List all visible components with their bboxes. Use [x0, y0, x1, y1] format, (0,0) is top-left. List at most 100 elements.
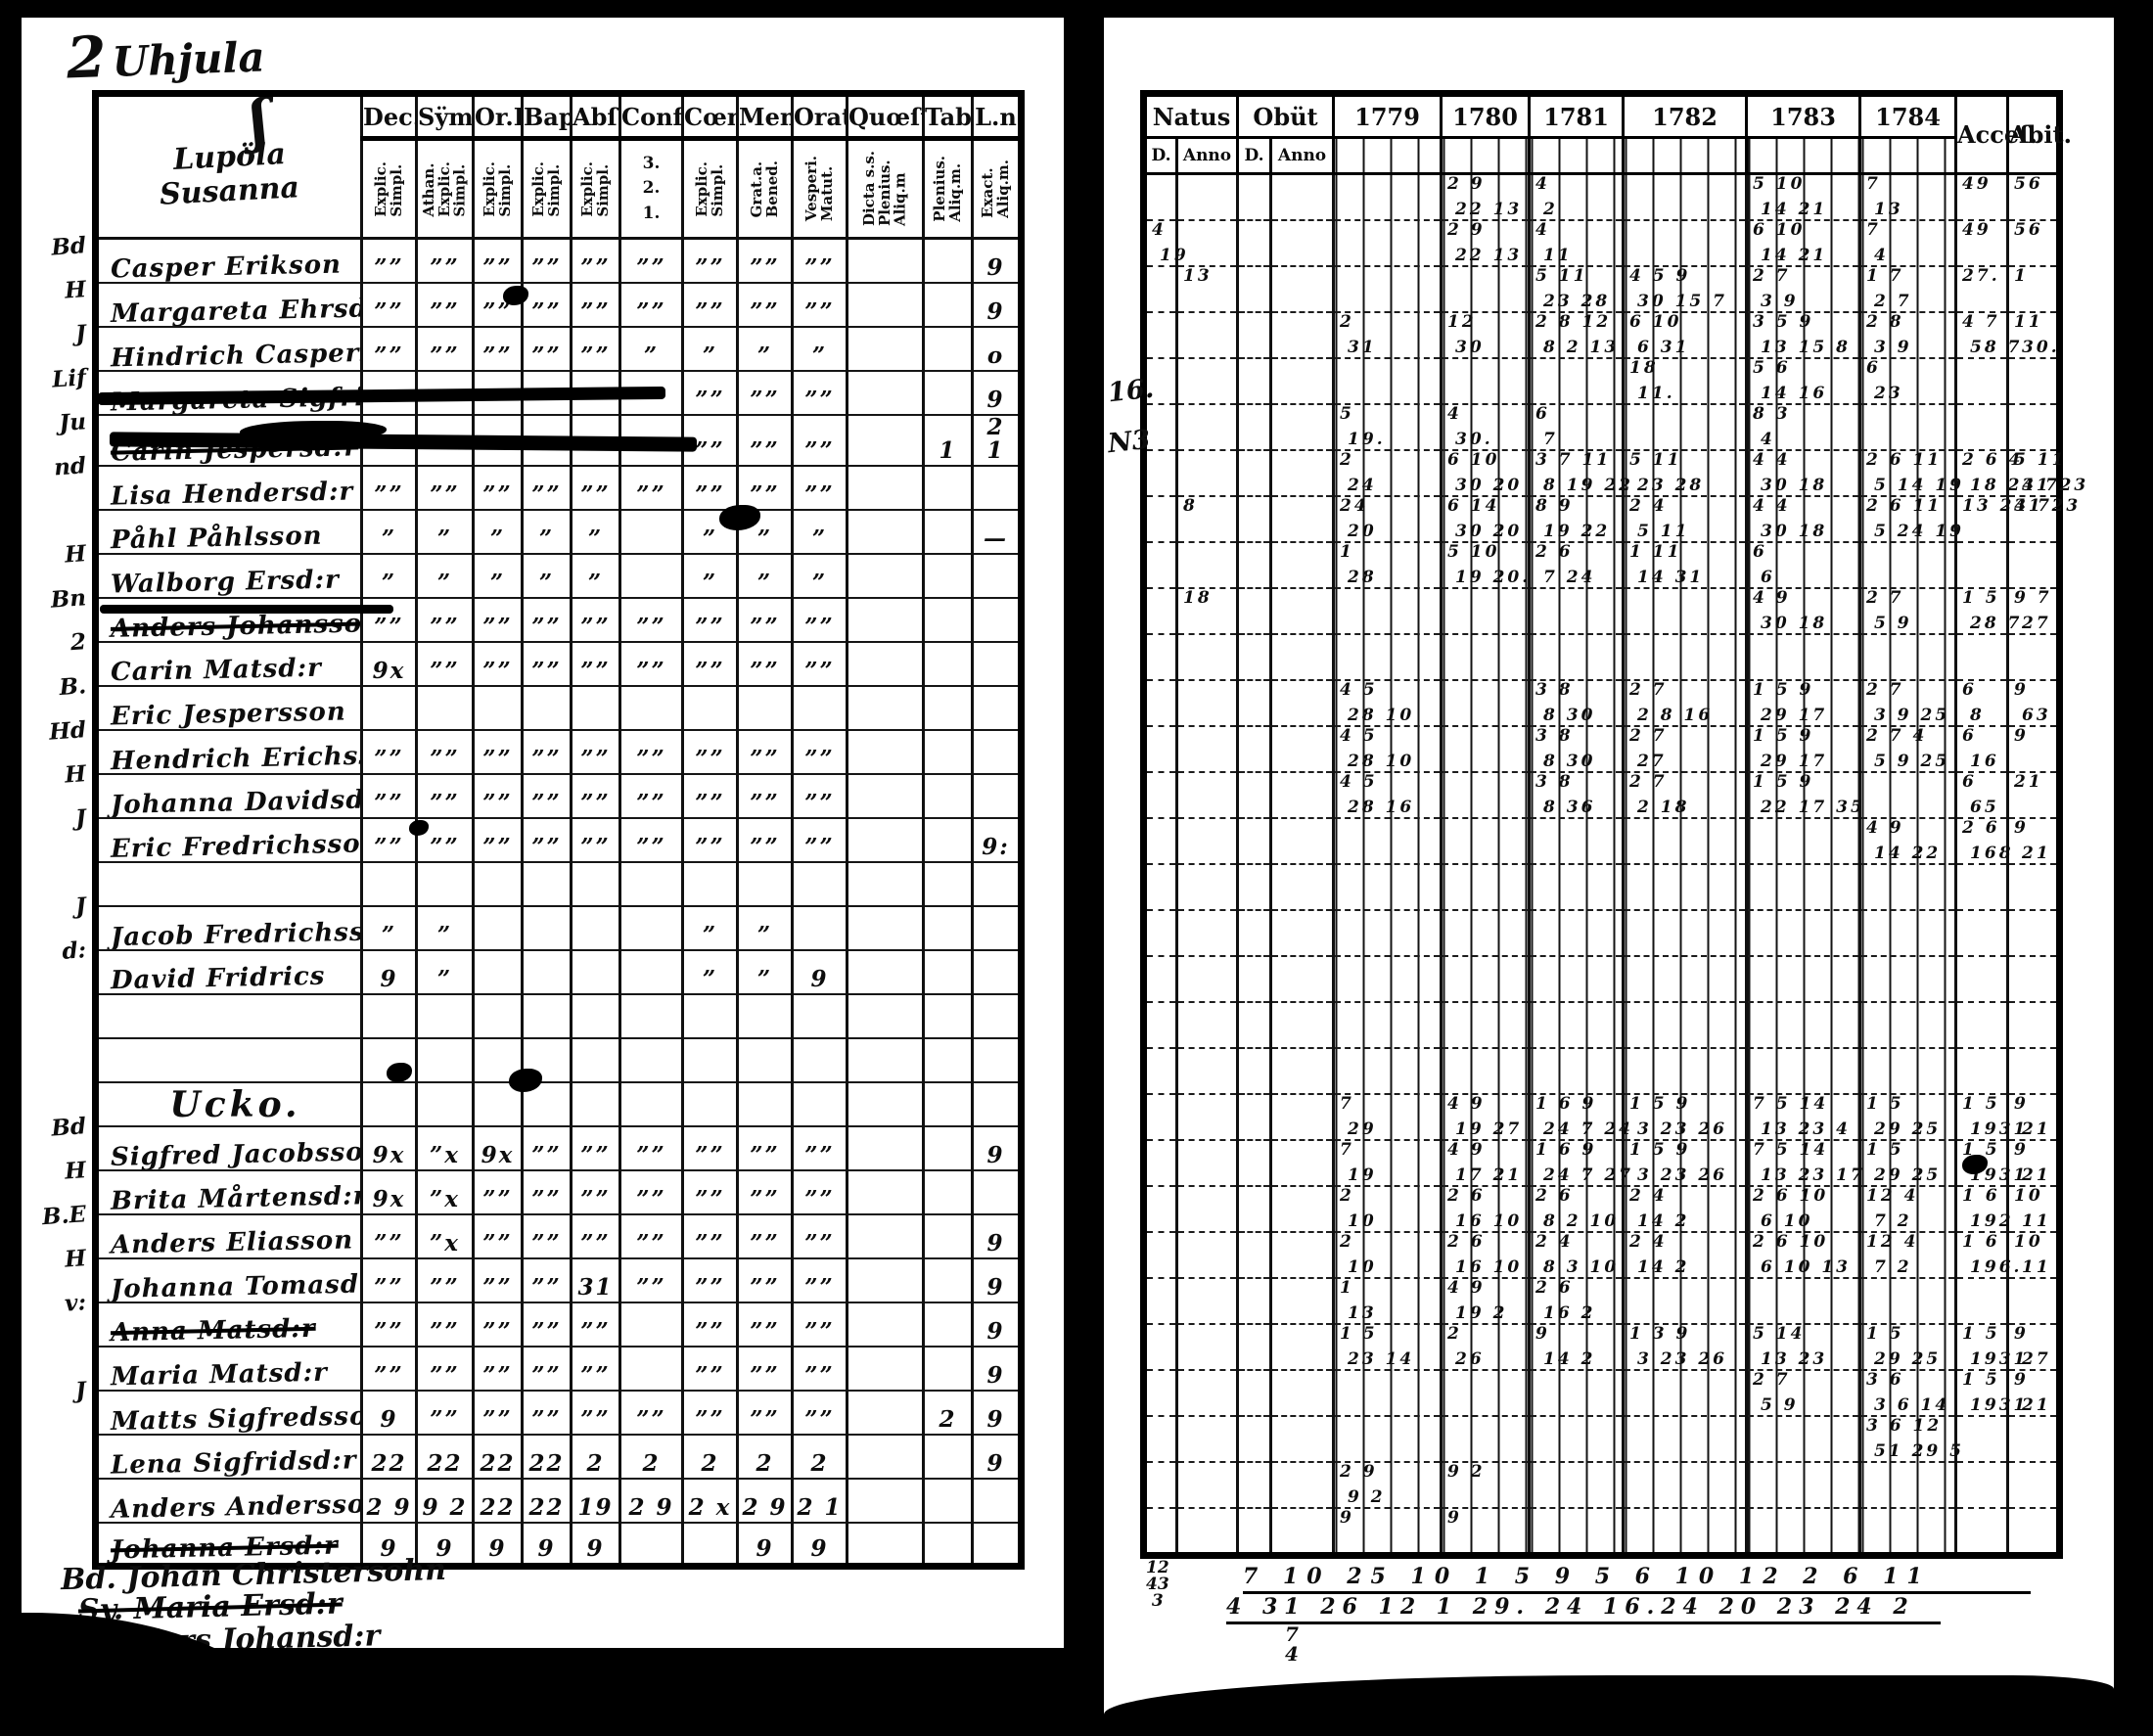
mark-cell: [521, 993, 573, 1039]
value-top: 2 8 12: [1535, 312, 1612, 332]
cell-values: [1957, 1417, 2006, 1460]
ditto-mark: ””: [804, 436, 835, 464]
person-name: Lena Sigfridsd:r: [110, 1444, 357, 1479]
mark-cell: ””: [415, 326, 475, 372]
mark-cell: 22: [472, 1434, 524, 1480]
footer-sum-line-2: 4 31 26 12 1 29. 24 16.24 20 23 24 2: [1226, 1594, 1942, 1624]
register-row: 4 19 2 9 22 13 4 11 6 10 14 21 7 4 49 56: [1142, 219, 2062, 267]
value-top: 9: [2014, 818, 2029, 838]
ditto-mark: o: [986, 342, 1005, 369]
register-cell: [1440, 817, 1532, 865]
register-cell: [1269, 495, 1336, 543]
cell-values: [1748, 819, 1858, 862]
ditto-mark: [850, 1388, 921, 1389]
cell-values: 49: [1957, 175, 2006, 218]
mark-cell: ””: [472, 1346, 524, 1392]
register-cell: [1142, 771, 1178, 819]
mark-cell: ””: [360, 817, 418, 863]
ditto-mark: [526, 1123, 569, 1124]
cell-values: [1147, 635, 1175, 678]
mark-cell: ”: [415, 553, 475, 599]
mark-cell: ””: [521, 1346, 573, 1392]
register-cell: [1174, 1415, 1240, 1463]
value-top: 5 10: [1753, 174, 1806, 195]
ditto-mark: ””: [804, 657, 835, 684]
column-label: Orat.: [794, 102, 845, 131]
mark-cell: ”: [736, 509, 794, 555]
ditto-mark: 2: [642, 1449, 661, 1477]
ditto-mark: [976, 1079, 1019, 1080]
register-cell: [1622, 1415, 1749, 1463]
value-bottom: 30 20: [1455, 476, 1523, 495]
mark-cell: ”: [736, 949, 794, 995]
footer-sum-line-1: 7 10 25 10 1 5 9 5 6 10 12 2 6 11: [1243, 1564, 2031, 1594]
value-bottom: 21: [2022, 1119, 2051, 1139]
register-cell: [1528, 1461, 1626, 1509]
strike-smudge: [100, 605, 393, 614]
mark-cell: [415, 993, 475, 1039]
cell-values: [1147, 1279, 1175, 1322]
register-cell: 9 14 2: [1528, 1323, 1626, 1371]
cell-values: [1178, 1187, 1236, 1230]
register-cell: [1269, 817, 1336, 865]
mark-cell: ””: [736, 282, 794, 328]
value-bottom: 14 22: [1874, 844, 1942, 863]
ditto-mark: ””: [804, 1185, 835, 1212]
register-cell: [1174, 817, 1240, 865]
ditto-mark: ””: [636, 480, 666, 508]
name-cell: David Fridrics: [94, 949, 363, 995]
stack-number: 12: [1146, 1558, 1169, 1577]
mark-cell: ””: [736, 370, 794, 416]
cell-values: 1 5 9 22 17 35: [1748, 773, 1862, 816]
mark-cell: [922, 773, 974, 819]
value-bottom: 11: [1543, 246, 1573, 265]
register-cell: 5 14 13 23: [1745, 1323, 1862, 1371]
cell-values: [1178, 451, 1236, 494]
cell-values: [1748, 957, 1858, 1000]
mark-cell: ””: [736, 641, 794, 687]
mark-cell: ”: [570, 509, 621, 555]
mark-cell: ””: [360, 238, 418, 284]
value-top: 2: [1340, 312, 1354, 332]
cell-values: [1178, 1279, 1236, 1322]
mark-cell: [472, 993, 524, 1039]
value-top: 7: [1340, 1140, 1354, 1160]
register-cell: [1528, 863, 1626, 911]
name-cell: Anna Matsd:r: [94, 1302, 363, 1348]
name-column-script: ʃ Lupöla Susanna: [99, 97, 359, 212]
mark-cell: ”: [736, 905, 794, 951]
cell-values: 1 6 9 24 7 24: [1531, 1095, 1630, 1138]
cell-values: [2009, 865, 2056, 908]
cell-values: [1178, 681, 1236, 724]
register-cell: [2006, 633, 2062, 681]
book-gutter: [1064, 0, 1104, 1736]
mark-cell: ””: [570, 1213, 621, 1259]
cell-values: [1625, 1003, 1745, 1046]
register-cell: 2 10: [1332, 1231, 1443, 1279]
register-cell: [1174, 1001, 1240, 1049]
value-top: 2: [1447, 1324, 1462, 1344]
ditto-mark: [927, 507, 970, 508]
value-top: 4 9: [1447, 1140, 1486, 1160]
register-cell: 6 10 14 21: [1745, 219, 1862, 267]
value-top: 13: [1183, 266, 1213, 286]
value-bottom: 19: [1348, 1165, 1377, 1185]
mark-cell: 9: [971, 282, 1023, 328]
mark-cell: 2: [570, 1434, 621, 1480]
ditto-mark: [741, 1079, 790, 1080]
ditto-mark: ”x: [430, 1141, 460, 1168]
register-cell: [1954, 1001, 2010, 1049]
ditto-mark: ”: [756, 965, 773, 992]
mark-cell: ””: [618, 597, 684, 643]
column-label: Or.D: [475, 102, 520, 131]
page-heading: 2Uhjula: [66, 18, 266, 91]
register-cell: [1269, 1461, 1336, 1509]
value-top: 2 7: [1753, 266, 1791, 286]
mark-cell: ””: [736, 817, 794, 863]
cell-values: 7 13: [1861, 175, 1954, 218]
